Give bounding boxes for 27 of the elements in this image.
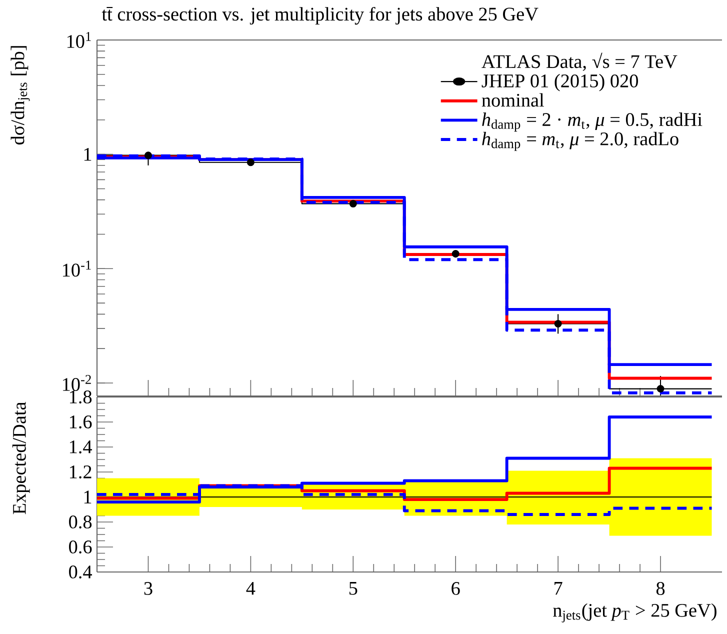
- y-tick-label: 1.4: [70, 440, 92, 454]
- y-tick-label: 1.2: [70, 465, 92, 478]
- y-tick-label: 0.4: [69, 565, 92, 579]
- x-tick-label: 5: [349, 582, 358, 595]
- x-tick-label: 3: [144, 582, 152, 595]
- x-axis-title: n$_{jets}$(jet p$_{T}$ > 25 GeV): [553, 603, 716, 622]
- y-tick-label: 10$^{-1}$: [63, 260, 91, 277]
- legend-label: h$_{damp}$ = m$_{t}$, μ = 2.0, radLo: [482, 132, 678, 151]
- y-tick-label: 1: [84, 148, 92, 161]
- y-tick-label: 0.8: [69, 515, 92, 529]
- y-tick-label: 1: [84, 490, 92, 504]
- legend-title: ATLAS Data, √s = 7 TeV: [482, 52, 678, 71]
- x-tick-label: 7: [554, 582, 562, 595]
- legend-label: JHEP 01 (2015) 020: [482, 74, 638, 92]
- chart-title: tt̄ cross-section vs. jet multiplicity for jets above 25 GeV: [102, 6, 538, 25]
- y-tick-label: 10$^{-2}$: [63, 375, 91, 391]
- y-tick-label: 1.8: [70, 390, 92, 404]
- y-axis-title: Expected/Data: [12, 402, 30, 514]
- legend-label: nominal: [482, 93, 544, 107]
- y-axis-title: dσ/dn$_{jets}$ [pb]: [10, 46, 30, 144]
- y-tick-label: 10$^{1}$: [67, 32, 91, 48]
- x-tick-label: 4: [246, 582, 256, 595]
- x-tick-label: 6: [452, 582, 460, 595]
- y-tick-label: 1.6: [70, 415, 92, 428]
- legend-label: h$_{damp}$ = 2 · m$_{t}$, μ = 0.5, radHi: [482, 112, 702, 132]
- y-tick-label: 0.6: [69, 540, 92, 554]
- x-tick-label: 8: [656, 582, 665, 595]
